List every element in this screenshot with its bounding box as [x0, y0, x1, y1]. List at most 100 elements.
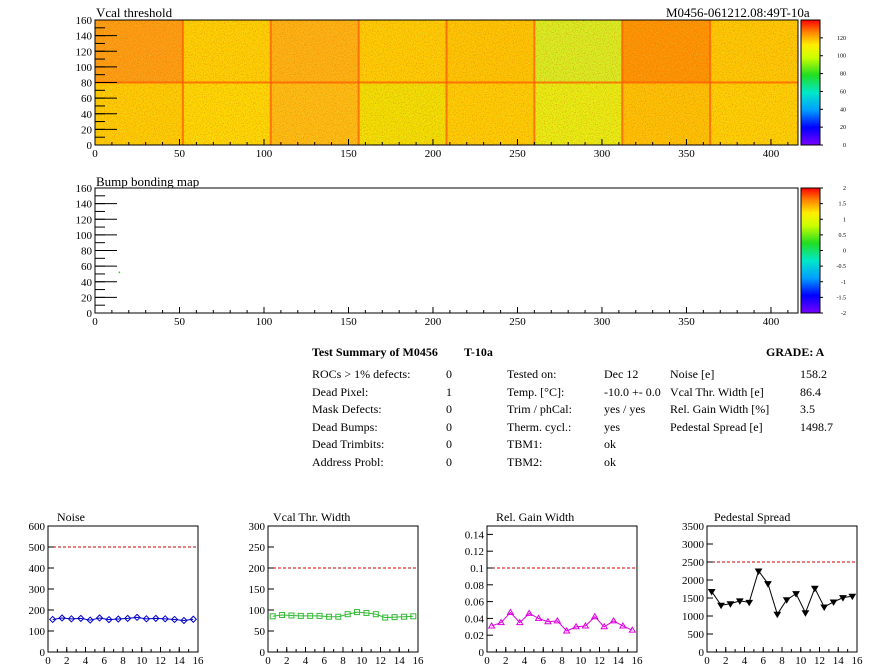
y-tick-label: 0 [87, 308, 93, 320]
summary-test-label: Temp. [°C]: [507, 384, 565, 399]
data-point [717, 602, 725, 610]
y-tick-label: 300 [29, 584, 46, 596]
data-point [114, 615, 123, 623]
data-point [48, 615, 57, 624]
x-tick-label: 300 [594, 148, 611, 160]
bump-defect-mark [118, 271, 121, 274]
data-point [820, 604, 829, 611]
data-point [534, 614, 543, 621]
x-tick-label: 6 [541, 655, 547, 667]
data-point [754, 568, 763, 575]
data-point [628, 626, 637, 633]
data-point [363, 609, 370, 616]
palette-tick-label: 20 [840, 125, 846, 131]
y-tick-label: 0.08 [465, 580, 485, 592]
x-tick-label: 350 [678, 148, 695, 160]
plot-frame [267, 525, 419, 653]
data-point [726, 601, 735, 608]
summary-test-value: -10.0 +- 0.0 [604, 384, 661, 399]
data-point [189, 615, 198, 623]
vcal-threshold-title: Vcal threshold [96, 5, 173, 20]
y-tick-label: 0 [699, 647, 705, 659]
y-tick-label: 0.12 [465, 546, 484, 558]
data-point [297, 612, 304, 619]
summary-defect-label: Address Probl: [312, 454, 384, 469]
data-point [288, 612, 295, 619]
summary-test-value: ok [604, 454, 616, 469]
x-tick-label: 250 [509, 148, 526, 160]
summary-defect-label: Dead Pixel: [312, 384, 369, 399]
palette-tick-label: 0 [843, 143, 846, 149]
palette-tick-label: -1.5 [837, 295, 847, 301]
summary-title: Test Summary of M0456 [312, 345, 438, 359]
y-tick-label: 100 [76, 230, 93, 242]
palette-tick-label: 80 [840, 72, 846, 78]
data-point [344, 611, 351, 618]
x-tick-label: 10 [795, 655, 807, 667]
gain-width-plot-title: Rel. Gain Width [496, 510, 575, 524]
summary-test-label: TBM2: [507, 454, 543, 469]
data-point [764, 581, 772, 588]
y-tick-label: 0.02 [465, 630, 484, 642]
data-point [525, 609, 534, 616]
series-line [272, 611, 414, 619]
y-tick-label: 600 [29, 521, 46, 533]
palette-tick-label: 1.5 [839, 202, 847, 208]
summary-defect-label: Dead Bumps: [312, 419, 378, 434]
y-tick-label: 160 [76, 183, 93, 195]
y-tick-label: 0 [479, 647, 485, 659]
data-point [829, 599, 838, 606]
x-tick-label: 16 [193, 655, 205, 667]
summary-test-label: TBM1: [507, 437, 543, 451]
data-point [544, 617, 552, 625]
x-tick-label: 100 [256, 148, 273, 160]
data-point [58, 614, 66, 622]
x-tick-label: 6 [761, 655, 767, 667]
x-tick-label: 4 [522, 655, 528, 667]
data-point [609, 616, 618, 624]
y-tick-label: 120 [76, 214, 93, 226]
x-tick-label: 8 [120, 655, 126, 667]
palette-tick-label: 0.5 [839, 233, 847, 239]
plot-frame [706, 525, 858, 653]
x-tick-label: 12 [814, 655, 825, 667]
y-tick-label: 0.14 [465, 529, 485, 541]
y-tick-label: 300 [249, 521, 266, 533]
x-tick-label: 16 [632, 655, 644, 667]
summary-test-label: Tested on: [507, 367, 557, 381]
data-point [735, 598, 744, 605]
data-point [848, 593, 857, 601]
summary-test-label: Trim / phCal: [507, 402, 572, 416]
y-tick-label: 80 [81, 246, 93, 258]
data-point [180, 616, 188, 625]
data-point [307, 612, 314, 619]
y-tick-label: 100 [76, 62, 93, 74]
x-tick-label: 14 [174, 655, 186, 667]
x-tick-label: 100 [256, 316, 273, 328]
palette-tick-label: 120 [837, 36, 846, 42]
y-tick-label: 100 [249, 605, 266, 617]
data-point [497, 618, 505, 626]
y-tick-label: 140 [76, 199, 93, 211]
x-tick-label: 200 [425, 316, 442, 328]
x-tick-label: 10 [136, 655, 148, 667]
data-point [619, 621, 627, 629]
data-point [142, 615, 151, 623]
x-tick-label: 14 [833, 655, 845, 667]
x-tick-label: 12 [594, 655, 605, 667]
data-point [773, 611, 782, 619]
y-tick-label: 60 [81, 93, 93, 105]
data-point [581, 621, 590, 629]
y-tick-label: 150 [249, 584, 266, 596]
x-tick-label: 250 [509, 316, 526, 328]
pedestal-plot-title: Pedestal Spread [714, 510, 791, 524]
x-tick-label: 2 [284, 655, 290, 667]
data-point [161, 615, 169, 623]
data-point [95, 614, 104, 622]
data-point [515, 618, 524, 626]
data-point [792, 591, 800, 598]
plot-frame [94, 187, 799, 314]
x-tick-label: 8 [340, 655, 346, 667]
summary-test-label: Therm. cycl.: [507, 419, 572, 434]
x-tick-label: 12 [155, 655, 166, 667]
